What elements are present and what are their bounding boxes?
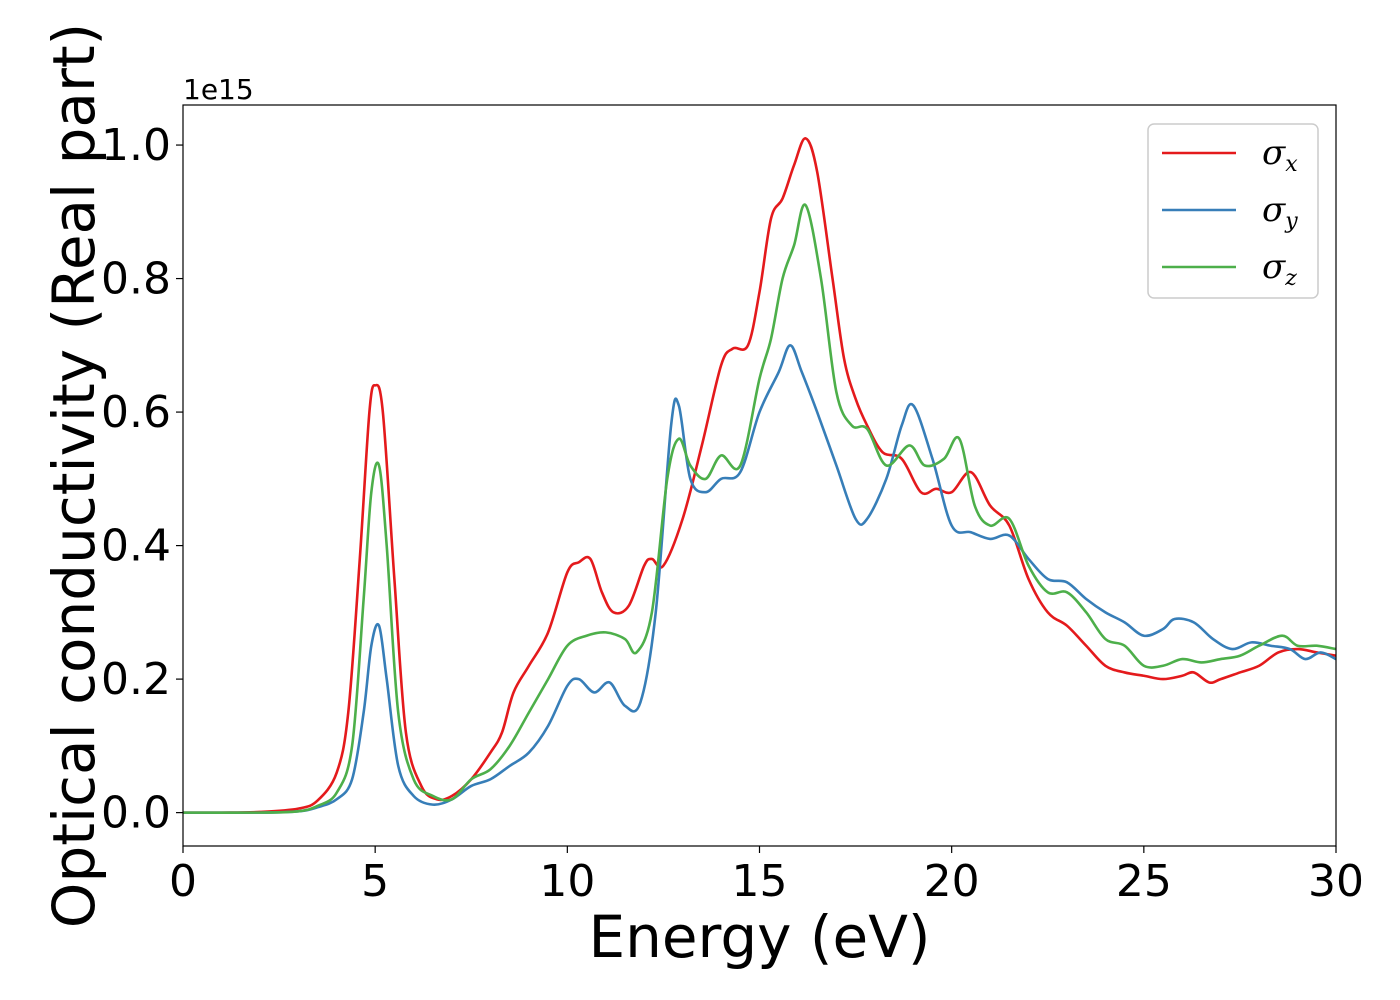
y-tick-label: 0.6 [101, 387, 171, 438]
x-tick-label: 0 [169, 856, 197, 907]
y-tick-label: 1.0 [101, 120, 171, 171]
legend-label-sigma-x: σx [1262, 133, 1298, 177]
series-line-sigma-x [183, 137, 1336, 814]
legend-symbol: σ [1262, 190, 1286, 230]
x-tick-label: 30 [1308, 856, 1364, 907]
legend-subscript: y [1284, 209, 1298, 234]
x-tick-label: 20 [924, 856, 980, 907]
legend-subscript: x [1285, 152, 1298, 177]
series-layer [183, 137, 1336, 815]
x-tick-label: 25 [1116, 856, 1172, 907]
y-tick-label: 0.0 [101, 788, 171, 839]
legend-symbol: σ [1262, 133, 1286, 173]
legend-subscript: z [1284, 266, 1297, 291]
x-tick-label: 15 [732, 856, 788, 907]
x-axis-label: Energy (eV) [588, 903, 930, 971]
y-tick-label: 0.2 [101, 654, 171, 705]
series-line-sigma-y [183, 344, 1336, 815]
x-tick-label: 10 [539, 856, 595, 907]
series-line-sigma-z [183, 203, 1336, 815]
y-tick-label: 0.4 [101, 521, 171, 572]
legend-symbol: σ [1262, 247, 1286, 287]
y-axis-label: Optical conductivity (Real part) [40, 23, 108, 928]
legend-label-sigma-z: σz [1262, 247, 1297, 291]
plot-frame [182, 104, 1337, 847]
legend-label-sigma-y: σy [1262, 190, 1298, 234]
x-tick-label: 5 [361, 856, 389, 907]
ticks-layer: 0 5 10 15 20 25 30 0.0 0.2 0.4 0.6 0.8 1.0 [101, 120, 1364, 907]
y-offset-label: 1e15 [183, 73, 254, 106]
y-tick-label: 0.8 [101, 254, 171, 305]
